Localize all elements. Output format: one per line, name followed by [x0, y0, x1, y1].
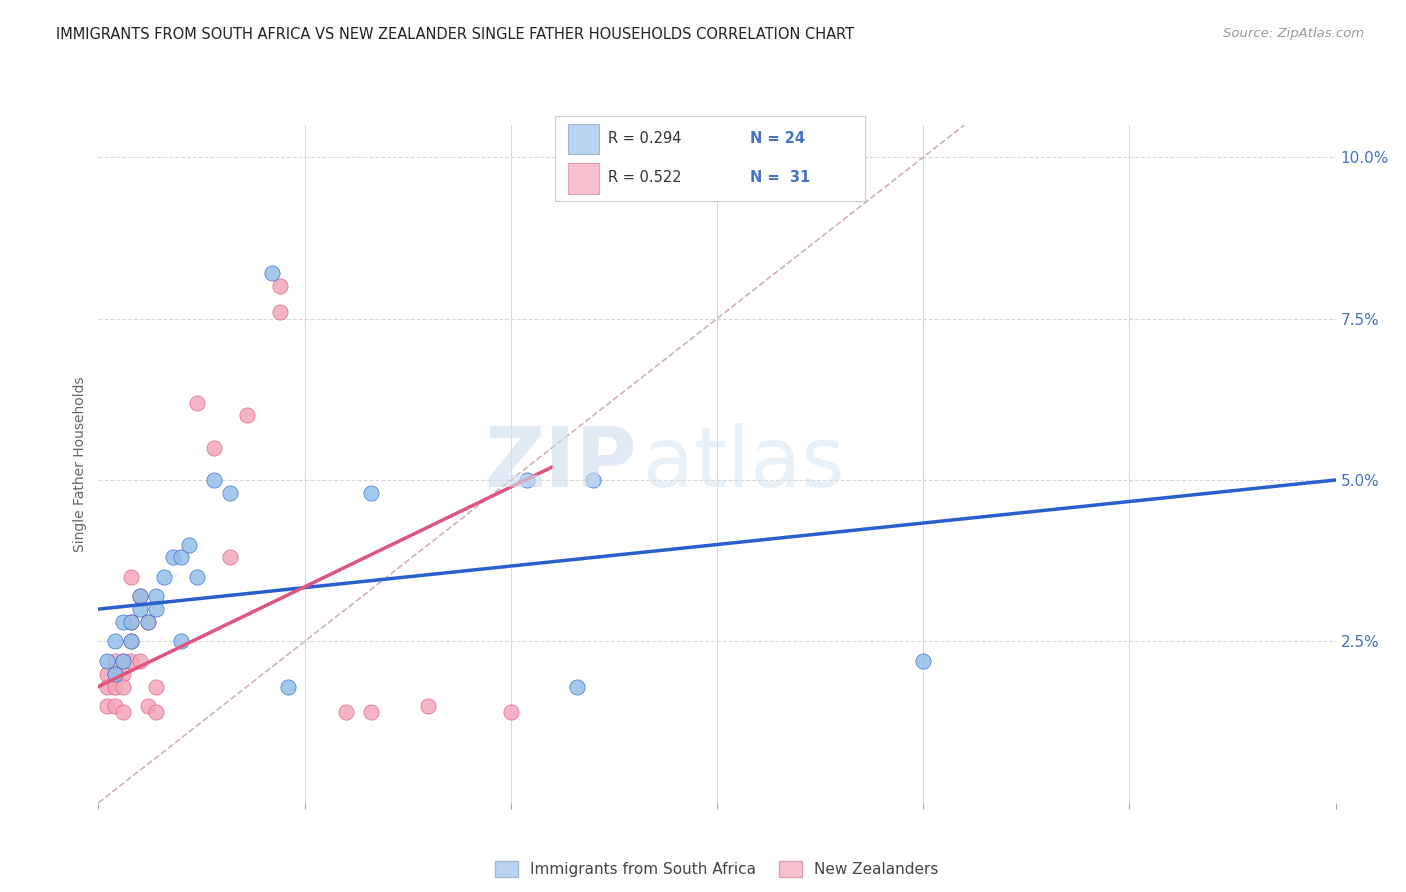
- Point: [582, 473, 605, 487]
- FancyBboxPatch shape: [568, 163, 599, 194]
- Text: ZIP: ZIP: [484, 424, 637, 504]
- Point: [202, 473, 225, 487]
- Point: [186, 395, 208, 409]
- Point: [277, 680, 299, 694]
- Point: [136, 615, 159, 629]
- Point: [112, 654, 135, 668]
- Text: R = 0.522: R = 0.522: [607, 170, 682, 186]
- Text: R = 0.294: R = 0.294: [607, 131, 682, 146]
- Point: [96, 698, 118, 713]
- Point: [120, 570, 142, 584]
- Point: [104, 666, 127, 681]
- Point: [96, 654, 118, 668]
- Point: [153, 570, 176, 584]
- Legend: Immigrants from South Africa, New Zealanders: Immigrants from South Africa, New Zealan…: [489, 855, 945, 883]
- Point: [104, 634, 127, 648]
- Point: [104, 698, 127, 713]
- Point: [104, 680, 127, 694]
- Point: [104, 654, 127, 668]
- Point: [120, 615, 142, 629]
- Point: [162, 550, 184, 565]
- Point: [418, 698, 440, 713]
- Point: [565, 680, 588, 694]
- Point: [128, 589, 150, 603]
- Point: [236, 409, 259, 423]
- FancyBboxPatch shape: [568, 124, 599, 154]
- Point: [360, 486, 382, 500]
- Point: [136, 698, 159, 713]
- Point: [170, 634, 193, 648]
- Point: [128, 589, 150, 603]
- Point: [112, 615, 135, 629]
- Point: [96, 666, 118, 681]
- Point: [269, 279, 291, 293]
- Y-axis label: Single Father Households: Single Father Households: [73, 376, 87, 551]
- Text: atlas: atlas: [643, 424, 845, 504]
- Text: IMMIGRANTS FROM SOUTH AFRICA VS NEW ZEALANDER SINGLE FATHER HOUSEHOLDS CORRELATI: IMMIGRANTS FROM SOUTH AFRICA VS NEW ZEAL…: [56, 27, 855, 42]
- Point: [112, 706, 135, 720]
- Point: [120, 634, 142, 648]
- Point: [120, 654, 142, 668]
- Point: [499, 706, 522, 720]
- Text: N =  31: N = 31: [751, 170, 810, 186]
- Point: [912, 654, 935, 668]
- Point: [128, 654, 150, 668]
- Point: [112, 654, 135, 668]
- Point: [360, 706, 382, 720]
- Point: [516, 473, 538, 487]
- Point: [269, 305, 291, 319]
- Point: [112, 680, 135, 694]
- Point: [145, 589, 167, 603]
- Point: [128, 602, 150, 616]
- Point: [145, 706, 167, 720]
- Point: [145, 602, 167, 616]
- Point: [179, 537, 201, 551]
- Point: [170, 550, 193, 565]
- Text: Source: ZipAtlas.com: Source: ZipAtlas.com: [1223, 27, 1364, 40]
- Point: [104, 666, 127, 681]
- Point: [335, 706, 357, 720]
- Point: [112, 666, 135, 681]
- Point: [120, 634, 142, 648]
- Point: [145, 680, 167, 694]
- Point: [136, 615, 159, 629]
- Point: [202, 441, 225, 455]
- Point: [219, 486, 242, 500]
- Point: [120, 615, 142, 629]
- Point: [219, 550, 242, 565]
- Point: [96, 680, 118, 694]
- Point: [260, 266, 283, 280]
- Text: N = 24: N = 24: [751, 131, 806, 146]
- Point: [186, 570, 208, 584]
